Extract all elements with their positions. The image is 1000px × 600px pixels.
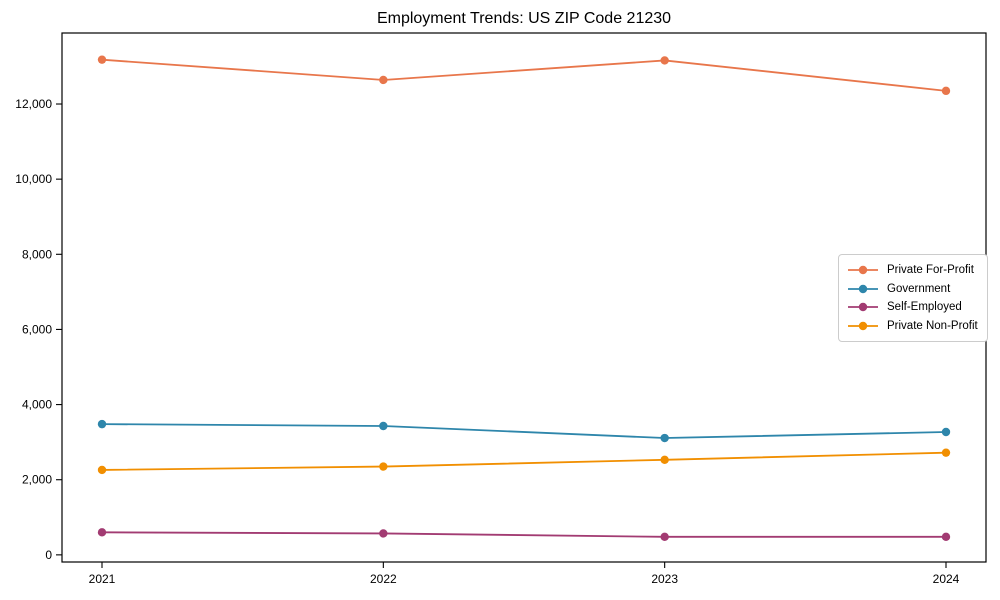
- legend: Private For-Profit Government Self-Employe…: [838, 254, 988, 342]
- y-axis-tick-label: 2,000: [22, 473, 52, 487]
- data-point-marker: [379, 421, 388, 431]
- legend-item-private-for-profit: Private For-Profit: [848, 261, 978, 280]
- y-axis-tick-label: 6,000: [22, 322, 52, 336]
- y-axis-tick-label: 12,000: [15, 97, 52, 111]
- data-point-marker: [97, 419, 107, 429]
- legend-item-label: Private For-Profit: [887, 264, 974, 277]
- series-line-private-for-profit: [101, 58, 947, 92]
- data-point-marker: [97, 55, 107, 64]
- series-line-private-non-profit: [101, 451, 947, 471]
- y-axis-tick-label: 0: [45, 548, 52, 562]
- legend-marker-icon: [848, 266, 878, 275]
- legend-item-label: Private Non-Profit: [887, 319, 978, 332]
- x-axis-tick-label: 2023: [651, 572, 678, 586]
- data-point-marker: [660, 433, 669, 443]
- data-point-marker: [941, 427, 951, 437]
- series-line-government: [101, 423, 947, 439]
- data-point-marker: [97, 528, 107, 537]
- y-axis-tick-label: 10,000: [15, 172, 52, 186]
- x-axis-tick-label: 2021: [89, 572, 116, 586]
- data-point-marker: [941, 86, 951, 96]
- legend-marker-icon: [848, 284, 878, 293]
- y-axis-tick-label: 4,000: [22, 398, 52, 412]
- data-point-marker: [941, 448, 951, 457]
- legend-item-label: Government: [887, 282, 951, 295]
- data-point-marker: [379, 529, 388, 538]
- x-axis-tick-label: 2024: [933, 572, 960, 586]
- data-point-marker: [660, 455, 669, 465]
- series-line-self-employed: [101, 531, 946, 538]
- data-point-marker: [941, 532, 951, 542]
- data-point-marker: [97, 465, 107, 475]
- chart-title: Employment Trends: US ZIP Code 21230: [376, 10, 672, 27]
- legend-item-government: Government: [848, 280, 978, 299]
- legend-item-label: Self-Employed: [887, 301, 962, 314]
- data-point-marker: [379, 462, 388, 471]
- x-axis-tick-label: 2022: [370, 572, 397, 586]
- y-axis-tick-label: 8,000: [22, 247, 52, 261]
- legend-item-private-non-profit: Private Non-Profit: [848, 317, 978, 336]
- legend-marker-icon: [848, 321, 878, 330]
- data-point-marker: [660, 532, 669, 542]
- data-point-marker: [379, 75, 388, 85]
- legend-marker-icon: [848, 303, 878, 312]
- data-point-marker: [660, 56, 669, 65]
- legend-item-self-employed: Self-Employed: [848, 298, 978, 317]
